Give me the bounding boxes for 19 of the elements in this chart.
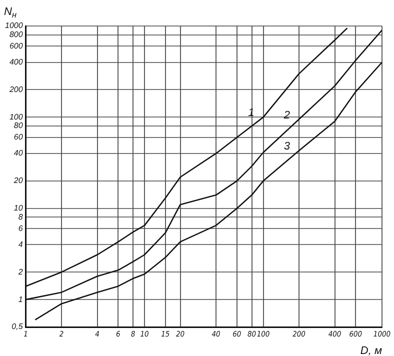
y-tick-label: 40 xyxy=(14,148,24,158)
series-label: 3 xyxy=(284,140,291,153)
y-tick-label: 1 xyxy=(18,294,23,304)
x-axis-title: D, м xyxy=(360,345,382,356)
y-tick-label: 400 xyxy=(9,58,24,67)
y-tick-label: 8 xyxy=(18,212,24,222)
y-tick-label: 0,5 xyxy=(12,322,24,332)
y-tick-label: 800 xyxy=(9,30,24,40)
y-tick-label: 6 xyxy=(18,224,24,233)
y-tick-label: 600 xyxy=(9,41,24,50)
y-tick-label: 4 xyxy=(18,240,24,249)
y-tick-label: 1000 xyxy=(5,21,24,30)
y-tick-label: 200 xyxy=(8,84,24,94)
y-tick-label: 10 xyxy=(14,204,24,213)
y-tick-label: 20 xyxy=(12,176,24,186)
y-tick-label: 2 xyxy=(17,267,24,276)
y-tick-label: 80 xyxy=(14,121,24,130)
y-tick-label: 60 xyxy=(14,132,24,142)
y-tick-label: 100 xyxy=(9,112,24,122)
